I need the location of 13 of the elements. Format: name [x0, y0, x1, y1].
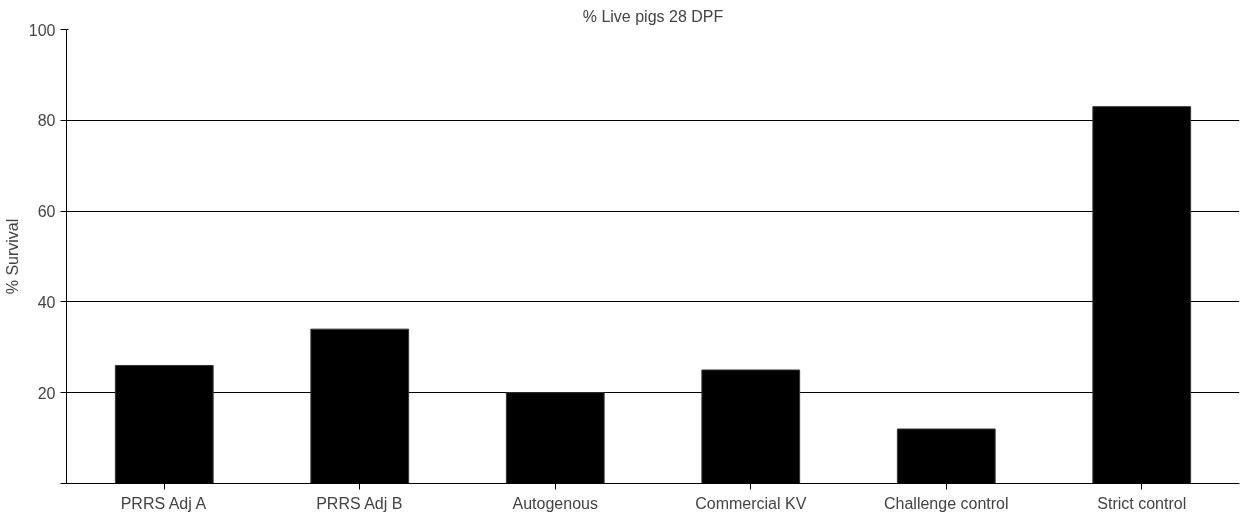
y-tick-label: 100 — [28, 21, 56, 39]
x-tick-label: Strict control — [1097, 494, 1187, 512]
y-tick-label: 20 — [37, 384, 56, 402]
y-tick-label: 40 — [37, 293, 56, 311]
x-tick-label: PRRS Adj B — [316, 494, 403, 512]
y-tick-label: 60 — [37, 203, 56, 221]
x-tick-label: PRRS Adj A — [120, 494, 207, 512]
x-tick-label: Challenge control — [883, 494, 1009, 512]
x-tick-label: Autogenous — [512, 494, 598, 512]
y-axis-title: % Survival — [3, 218, 21, 295]
chart-title: % Live pigs 28 DPF — [582, 7, 724, 25]
x-tick-label: Commercial KV — [695, 494, 807, 512]
y-tick-label: 80 — [37, 112, 56, 130]
